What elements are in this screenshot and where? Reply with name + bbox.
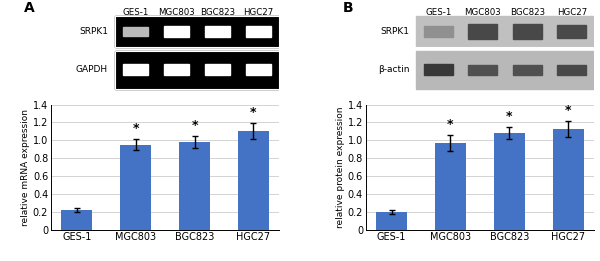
- Text: GES-1: GES-1: [122, 8, 149, 17]
- Bar: [469, 64, 497, 75]
- Bar: [424, 26, 453, 37]
- Bar: [115, 16, 279, 47]
- Bar: [424, 64, 453, 75]
- Bar: [61, 210, 92, 230]
- Bar: [122, 64, 148, 75]
- Text: B: B: [343, 1, 353, 15]
- Text: SRPK1: SRPK1: [79, 27, 108, 36]
- Bar: [246, 64, 271, 75]
- Bar: [469, 24, 497, 39]
- Bar: [494, 133, 525, 230]
- Text: A: A: [23, 1, 34, 15]
- Text: MGC803: MGC803: [464, 8, 501, 17]
- Bar: [115, 16, 279, 47]
- Text: *: *: [565, 104, 572, 117]
- Bar: [557, 64, 586, 75]
- Bar: [238, 131, 269, 230]
- Text: *: *: [133, 122, 139, 135]
- Text: MGC803: MGC803: [158, 8, 195, 17]
- Bar: [115, 51, 279, 89]
- Bar: [513, 24, 542, 39]
- Bar: [205, 26, 230, 37]
- Y-axis label: relative protein expression: relative protein expression: [336, 106, 345, 228]
- Bar: [416, 16, 594, 47]
- Text: *: *: [447, 118, 454, 131]
- Bar: [416, 51, 594, 89]
- Text: HGC27: HGC27: [244, 8, 274, 17]
- Text: BGC823: BGC823: [510, 8, 545, 17]
- Bar: [122, 27, 148, 36]
- Text: β-actin: β-actin: [377, 65, 409, 74]
- Text: GES-1: GES-1: [425, 8, 451, 17]
- Bar: [164, 64, 189, 75]
- Bar: [205, 64, 230, 75]
- Text: HGC27: HGC27: [557, 8, 587, 17]
- Bar: [179, 142, 210, 230]
- Bar: [120, 145, 151, 230]
- Bar: [376, 212, 407, 230]
- Text: *: *: [250, 106, 257, 119]
- Bar: [164, 26, 189, 37]
- Bar: [435, 143, 466, 230]
- Bar: [557, 25, 586, 38]
- Bar: [553, 129, 584, 230]
- Y-axis label: relative mRNA expression: relative mRNA expression: [21, 109, 30, 226]
- Text: *: *: [506, 110, 512, 123]
- Text: SRPK1: SRPK1: [380, 27, 409, 36]
- Text: GAPDH: GAPDH: [76, 65, 108, 74]
- Bar: [513, 64, 542, 75]
- Text: *: *: [191, 119, 198, 132]
- Bar: [115, 51, 279, 89]
- Bar: [246, 26, 271, 37]
- Text: BGC823: BGC823: [200, 8, 235, 17]
